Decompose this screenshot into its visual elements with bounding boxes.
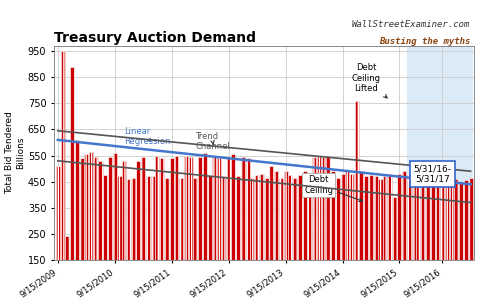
Bar — [122, 161, 126, 299]
Bar — [151, 177, 155, 299]
Bar — [340, 174, 345, 299]
Y-axis label: Total Bid Tendered
Billions: Total Bid Tendered Billions — [6, 112, 25, 194]
Bar — [350, 174, 354, 299]
Bar — [435, 182, 440, 299]
Bar — [227, 158, 231, 299]
Bar — [279, 178, 283, 299]
Bar — [255, 175, 259, 299]
Bar — [108, 157, 112, 299]
Bar — [113, 153, 117, 299]
Bar — [407, 46, 473, 260]
Text: Busting the myths: Busting the myths — [379, 38, 470, 46]
Bar — [293, 178, 297, 299]
Bar — [217, 158, 221, 299]
Bar — [440, 178, 444, 299]
Bar — [56, 166, 60, 299]
Bar — [302, 171, 307, 299]
Bar — [445, 180, 449, 299]
Bar — [312, 157, 316, 299]
Bar — [165, 178, 169, 299]
Bar — [264, 178, 269, 299]
Bar — [360, 171, 363, 299]
Bar — [236, 177, 240, 299]
Bar — [65, 236, 69, 299]
Bar — [231, 154, 235, 299]
Text: WallStreetExaminer.com: WallStreetExaminer.com — [352, 20, 470, 29]
Bar — [179, 178, 183, 299]
Bar — [393, 197, 397, 299]
Bar — [103, 175, 107, 299]
Bar — [156, 156, 159, 299]
Bar — [326, 156, 330, 299]
Bar — [212, 157, 216, 299]
Bar — [412, 171, 416, 299]
Bar — [336, 178, 340, 299]
Bar — [455, 179, 458, 299]
Bar — [174, 156, 179, 299]
Bar — [426, 179, 430, 299]
Bar — [198, 157, 202, 299]
Bar — [222, 177, 226, 299]
Bar — [322, 157, 325, 299]
Bar — [269, 166, 273, 299]
Bar — [94, 157, 98, 299]
Bar — [208, 177, 212, 299]
Bar — [80, 158, 84, 299]
Bar — [417, 179, 420, 299]
Bar — [193, 178, 197, 299]
Bar — [169, 158, 174, 299]
Text: Treasury Auction Demand: Treasury Auction Demand — [54, 31, 256, 45]
Bar — [60, 51, 64, 299]
Bar — [345, 171, 349, 299]
Bar — [241, 157, 245, 299]
Bar — [132, 178, 136, 299]
Bar — [468, 178, 473, 299]
Text: Debt
Ceiling
Lifted: Debt Ceiling Lifted — [352, 63, 387, 98]
Bar — [407, 174, 411, 299]
Bar — [75, 140, 79, 299]
Bar — [355, 101, 359, 299]
Bar — [402, 171, 406, 299]
Bar — [89, 152, 93, 299]
Bar — [288, 175, 292, 299]
Bar — [141, 157, 145, 299]
Bar — [364, 177, 368, 299]
Bar — [421, 180, 425, 299]
Bar — [184, 156, 188, 299]
Bar — [246, 158, 250, 299]
Bar — [431, 180, 435, 299]
Bar — [369, 175, 373, 299]
Bar — [464, 180, 468, 299]
Text: 5/31/16-
5/31/17: 5/31/16- 5/31/17 — [414, 164, 452, 184]
Bar — [388, 174, 392, 299]
Bar — [284, 171, 288, 299]
Bar — [70, 67, 74, 299]
Bar — [331, 171, 335, 299]
Bar — [127, 179, 131, 299]
Bar — [450, 179, 454, 299]
Bar — [307, 178, 312, 299]
Text: Trend
Channel: Trend Channel — [195, 132, 230, 152]
Bar — [251, 178, 254, 299]
Text: Linear
Regression: Linear Regression — [124, 127, 170, 146]
Bar — [136, 161, 141, 299]
Bar — [160, 158, 164, 299]
Bar — [459, 182, 463, 299]
Bar — [397, 174, 401, 299]
Bar — [98, 161, 103, 299]
Bar — [383, 177, 387, 299]
Bar — [146, 177, 150, 299]
Bar — [118, 177, 121, 299]
Bar — [203, 153, 207, 299]
Bar — [189, 157, 192, 299]
Bar — [260, 174, 264, 299]
Bar — [298, 175, 302, 299]
Bar — [274, 171, 278, 299]
Bar — [374, 177, 378, 299]
Bar — [378, 179, 383, 299]
Bar — [317, 156, 321, 299]
Bar — [84, 154, 88, 299]
Text: Debt
Ceiling: Debt Ceiling — [304, 175, 362, 202]
